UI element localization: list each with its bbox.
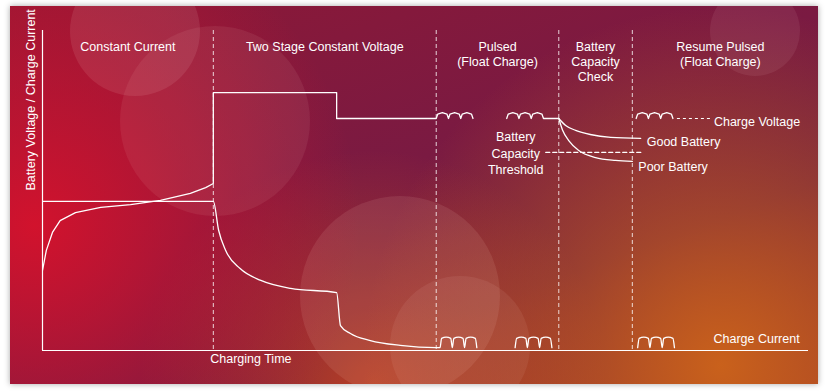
svg-text:Two Stage Constant Voltage: Two Stage Constant Voltage xyxy=(246,40,404,54)
svg-text:BatteryCapacityCheck: BatteryCapacityCheck xyxy=(571,40,620,84)
svg-text:Battery Voltage / Charge Curre: Battery Voltage / Charge Current xyxy=(24,9,38,191)
svg-text:Charge Voltage: Charge Voltage xyxy=(714,115,800,129)
svg-text:Charging Time: Charging Time xyxy=(210,352,291,366)
svg-text:Resume Pulsed(Float Charge): Resume Pulsed(Float Charge) xyxy=(676,40,764,69)
svg-text:Constant Current: Constant Current xyxy=(80,40,176,54)
svg-text:Charge Current: Charge Current xyxy=(713,332,800,346)
svg-text:BatteryCapacityThreshold: BatteryCapacityThreshold xyxy=(488,130,544,177)
svg-text:Pulsed(Float Charge): Pulsed(Float Charge) xyxy=(457,40,538,69)
svg-text:Poor Battery: Poor Battery xyxy=(638,160,708,174)
svg-text:Good Battery: Good Battery xyxy=(647,135,721,149)
